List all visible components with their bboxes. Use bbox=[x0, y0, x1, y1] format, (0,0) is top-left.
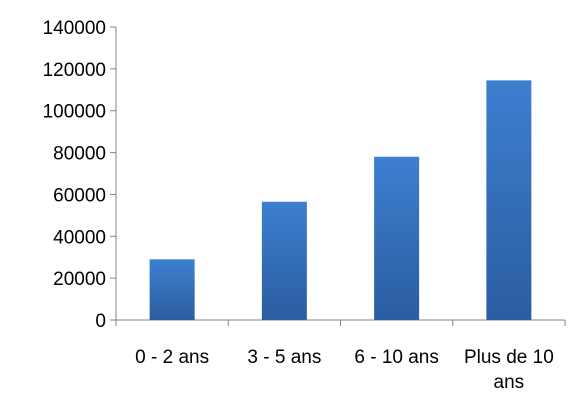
x-tick-label-line: Plus de 10 bbox=[464, 347, 554, 368]
y-tick-label: 0 bbox=[95, 311, 106, 332]
x-tick-label: Plus de 10 ans bbox=[464, 347, 554, 393]
bar bbox=[149, 259, 195, 320]
x-tick-label-line: 0 - 2 ans bbox=[135, 347, 209, 368]
x-tick-label: 6 - 10 ans bbox=[354, 347, 439, 368]
bar bbox=[261, 201, 307, 320]
x-tick-label-line: 3 - 5 ans bbox=[247, 347, 321, 368]
y-tick-label: 20000 bbox=[53, 269, 106, 290]
x-tick-label-line: ans bbox=[494, 372, 525, 393]
x-tick-labels: 0 - 2 ans 3 - 5 ans 6 - 10 ans Plus de 10 an… bbox=[135, 347, 554, 393]
bar bbox=[486, 80, 532, 320]
x-axis bbox=[115, 319, 566, 326]
y-tick-label: 120000 bbox=[43, 60, 106, 81]
y-axis: 0 20000 40000 60000 80000 100000 120000 140000 bbox=[43, 18, 117, 332]
y-tick-label: 60000 bbox=[53, 185, 106, 206]
x-tick-label: 0 - 2 ans bbox=[135, 347, 209, 368]
bar bbox=[374, 156, 420, 320]
bars bbox=[149, 80, 532, 320]
y-tick-label: 140000 bbox=[43, 18, 106, 39]
x-tick-label: 3 - 5 ans bbox=[247, 347, 321, 368]
y-tick-label: 80000 bbox=[53, 144, 106, 165]
y-tick-label: 40000 bbox=[53, 227, 106, 248]
y-tick-label: 100000 bbox=[43, 102, 106, 123]
x-tick-label-line: 6 - 10 ans bbox=[354, 347, 439, 368]
